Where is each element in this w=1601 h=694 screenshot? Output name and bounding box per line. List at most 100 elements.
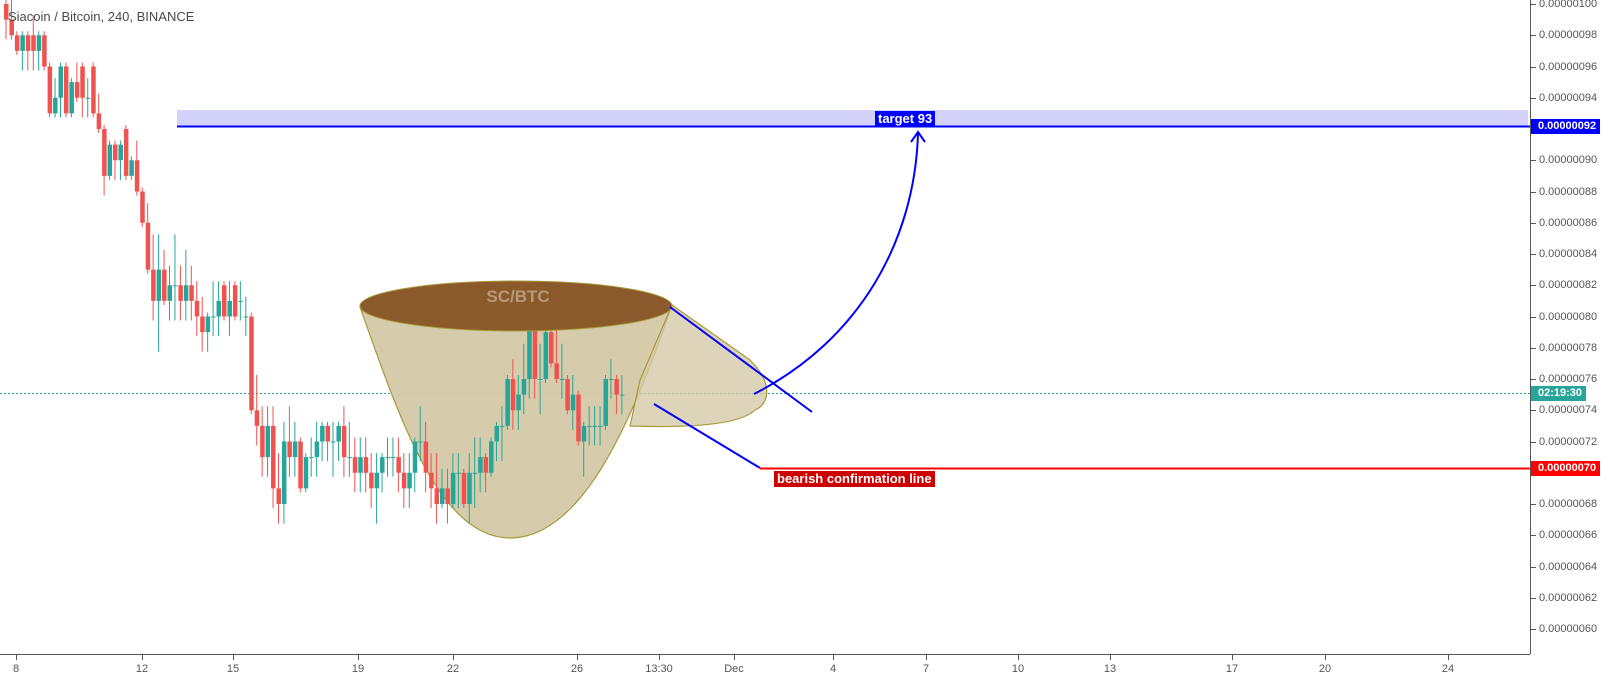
candle-body[interactable] [118,144,123,161]
candle-body[interactable] [4,4,9,20]
candle-body[interactable] [91,66,96,114]
candle-body[interactable] [565,379,570,411]
candle-body[interactable] [331,441,336,443]
candle-body[interactable] [129,160,134,176]
candle-body[interactable] [276,488,282,504]
candle-body[interactable] [483,457,489,473]
candle-body[interactable] [352,457,358,473]
candle-body[interactable] [58,66,64,98]
candle-body[interactable] [140,191,145,223]
candle-body[interactable] [31,35,36,51]
candle-body[interactable] [107,144,113,176]
candle-body[interactable] [434,488,440,504]
candle-body[interactable] [461,472,467,504]
candle-body[interactable] [510,379,516,411]
candlestick-series[interactable] [4,0,625,524]
candle-body[interactable] [260,425,265,458]
candle-body[interactable] [347,457,352,459]
candle-body[interactable] [162,269,167,301]
candle-body[interactable] [385,457,391,459]
candle-body[interactable] [499,425,505,427]
candle-body[interactable] [549,332,554,364]
symbol-title[interactable]: Siacoin / Bitcoin, 240, BINANCE [8,9,195,24]
candle-body[interactable] [320,425,325,442]
candle-body[interactable] [238,300,243,302]
chart-canvas[interactable] [0,0,1530,654]
candle-body[interactable] [254,410,260,426]
candle-body[interactable] [232,285,238,317]
candle-body[interactable] [412,441,418,473]
candle-body[interactable] [390,457,396,459]
candle-body[interactable] [183,285,189,301]
candle-body[interactable] [178,285,183,301]
candle-body[interactable] [429,472,434,489]
candle-body[interactable] [472,472,478,474]
candle-body[interactable] [521,379,527,395]
candle-body[interactable] [369,472,374,489]
candle-body[interactable] [314,441,320,458]
candle-body[interactable] [494,425,500,442]
candle-body[interactable] [336,425,341,442]
candle-body[interactable] [341,425,347,458]
candle-body[interactable] [25,35,31,51]
candle-body[interactable] [423,441,429,473]
candle-body[interactable] [450,472,456,504]
candle-body[interactable] [216,300,222,317]
candle-body[interactable] [554,363,559,379]
candle-body[interactable] [467,472,472,504]
handle-lower-trendline[interactable] [653,403,761,469]
candle-body[interactable] [172,285,178,287]
candle-body[interactable] [222,285,227,317]
candle-body[interactable] [102,129,107,176]
candle-body[interactable] [134,160,140,192]
candle-body[interactable] [151,269,156,301]
candle-body[interactable] [532,316,538,380]
candle-body[interactable] [543,332,549,379]
candle-body[interactable] [614,379,619,395]
candle-body[interactable] [271,425,276,489]
handle-upper-trendline[interactable] [669,306,813,413]
candle-body[interactable] [325,425,331,442]
candle-body[interactable] [36,35,42,51]
candle-body[interactable] [53,97,58,114]
candle-body[interactable] [189,285,194,301]
cup-rim-ellipse[interactable] [359,280,673,332]
candle-body[interactable] [505,379,510,426]
candle-body[interactable] [227,300,232,317]
candle-body[interactable] [205,316,211,333]
candle-body[interactable] [608,379,614,380]
candle-body[interactable] [538,379,543,380]
candle-body[interactable] [74,82,80,98]
candle-body[interactable] [123,129,129,176]
candle-body[interactable] [619,394,625,396]
candle-body[interactable] [478,457,483,473]
candle-body[interactable] [603,379,609,426]
candle-body[interactable] [309,457,314,459]
handle-pattern-shape[interactable] [629,304,768,428]
candle-body[interactable] [292,441,298,458]
candle-body[interactable] [581,425,587,442]
candle-body[interactable] [249,316,254,411]
candle-body[interactable] [527,316,532,380]
candle-body[interactable] [281,441,287,505]
candle-body[interactable] [265,425,271,458]
candle-body[interactable] [20,35,25,51]
candle-body[interactable] [194,300,200,317]
candle-body[interactable] [592,425,598,427]
candle-body[interactable] [559,379,565,380]
candle-body[interactable] [489,441,494,473]
candle-body[interactable] [200,316,205,333]
candle-body[interactable] [63,66,69,114]
candle-body[interactable] [456,472,461,474]
candle-body[interactable] [363,457,369,473]
chart-pane[interactable]: Siacoin / Bitcoin, 240, BINANCE SC/BTC t… [0,0,1530,654]
candle-body[interactable] [42,35,47,67]
candle-body[interactable] [380,457,385,473]
candle-body[interactable] [80,66,85,98]
bearish-confirmation-label[interactable]: bearish confirmation line [774,471,935,487]
candle-body[interactable] [47,66,53,114]
candle-body[interactable] [516,394,521,411]
candle-body[interactable] [598,425,603,427]
candle-body[interactable] [298,441,303,489]
target-label[interactable]: target 93 [875,111,936,127]
